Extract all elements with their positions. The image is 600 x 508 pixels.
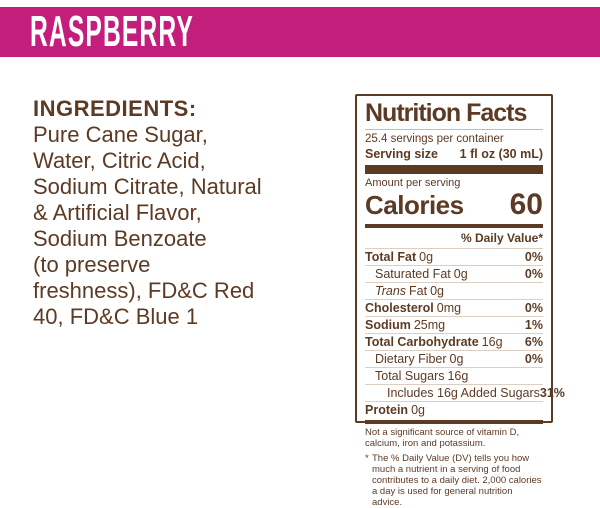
ingredients-line: (to preserve — [33, 252, 151, 277]
footnote-daily-value-text: The % Daily Value (DV) tells you how muc… — [372, 453, 542, 508]
calories-row: Calories 60 — [365, 188, 543, 222]
nutrition-row-protein: Protein 0g — [365, 401, 543, 418]
serving-size-label: Serving size — [365, 147, 438, 161]
nutrition-row-cholesterol: Cholesterol 0mg 0% — [365, 299, 543, 315]
calories-label: Calories — [365, 190, 464, 220]
nutrition-facts-title: Nutrition Facts — [365, 100, 543, 130]
nutrition-row-saturated-fat: Saturated Fat 0g 0% — [365, 265, 543, 282]
ingredients-line: freshness), FD&C Red — [33, 278, 255, 303]
nutrition-facts-panel: Nutrition Facts 25.4 servings per contai… — [355, 94, 565, 508]
footnote-daily-value: * The % Daily Value (DV) tells you how m… — [365, 453, 543, 508]
daily-value-header: % Daily Value* — [460, 231, 543, 245]
amount-per-serving-label: Amount per serving — [365, 177, 461, 189]
footnote-not-significant: Not a significant source of vitamin D, c… — [365, 427, 520, 449]
ingredients-section: INGREDIENTS: Pure Cane Sugar, Water, Cit… — [33, 96, 333, 330]
divider-thick — [365, 165, 543, 174]
servings-per-container: 25.4 servings per container — [365, 133, 504, 145]
ingredients-line: 40, FD&C Blue 1 — [33, 304, 199, 329]
nutrition-row-added-sugars: Includes 16g Added Sugars 31% — [365, 384, 565, 401]
nutrition-row-trans-fat: Trans Fat 0g — [365, 282, 543, 299]
flavor-banner: RASPBERRY — [0, 7, 600, 57]
ingredients-line: Sodium Benzoate — [33, 226, 207, 251]
ingredients-line: & Artificial Flavor, — [33, 200, 202, 225]
nutrition-row-total-carbohydrate: Total Carbohydrate 16g 6% — [365, 333, 543, 349]
calories-value: 60 — [509, 188, 543, 221]
nutrition-row-total-fat: Total Fat 0g 0% — [365, 248, 543, 264]
ingredients-line: Water, Citric Acid, — [33, 148, 206, 173]
serving-size-row: Serving size 1 fl oz (30 mL) — [365, 147, 543, 162]
divider-footer — [365, 420, 543, 424]
nutrition-row-total-sugars: Total Sugars 16g — [365, 367, 543, 384]
divider-medium — [365, 224, 543, 228]
ingredients-line: Pure Cane Sugar, — [33, 122, 208, 147]
ingredients-heading: INGREDIENTS: — [33, 96, 197, 121]
nutrition-row-dietary-fiber: Dietary Fiber 0g 0% — [365, 350, 543, 367]
footnote-asterisk: * — [365, 453, 369, 464]
flavor-title: RASPBERRY — [30, 7, 194, 56]
nutrition-row-sodium: Sodium 25mg 1% — [365, 316, 543, 332]
ingredients-line: Sodium Citrate, Natural — [33, 174, 262, 199]
serving-size-value: 1 fl oz (30 mL) — [459, 147, 543, 161]
